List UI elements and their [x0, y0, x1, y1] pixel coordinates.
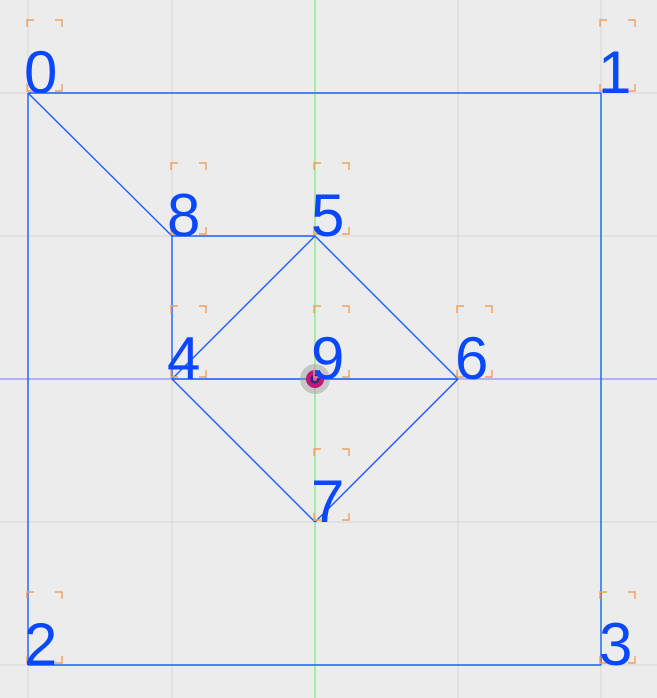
edge-7-6 — [314, 378, 459, 523]
vertex-bracket-6 — [456, 305, 493, 378]
vertex-label-8[interactable]: 8 — [167, 182, 200, 249]
vertex-bracket-5 — [313, 162, 350, 235]
vertex-bracket-8 — [170, 162, 207, 235]
vertex-label-9[interactable]: 9 — [311, 325, 344, 392]
mesh-edges — [27, 92, 602, 666]
origin-marker[interactable] — [300, 364, 330, 394]
vertex-bracket-7 — [313, 448, 350, 521]
edge-5-4 — [171, 235, 316, 380]
vertex-bracket-2 — [26, 591, 63, 664]
vertex-label-1[interactable]: 1 — [598, 39, 631, 106]
vertex-label-7[interactable]: 7 — [311, 468, 344, 535]
vertex-label-5[interactable]: 5 — [311, 182, 344, 249]
vertex-label-4[interactable]: 4 — [167, 325, 200, 392]
origin-center — [313, 377, 317, 381]
vertex-bracket-4 — [170, 305, 207, 378]
edge-5-6 — [314, 235, 459, 380]
vertex-brackets — [26, 19, 636, 664]
edge-4-7 — [171, 378, 316, 523]
vertex-labels: 0 1 2 3 4 5 6 7 8 9 — [24, 39, 632, 678]
vertex-bracket-0 — [26, 19, 63, 92]
edge-0-8 — [27, 92, 173, 237]
vertex-label-6[interactable]: 6 — [455, 325, 488, 392]
vertex-bracket-9 — [313, 305, 350, 378]
vertex-label-2[interactable]: 2 — [24, 611, 57, 678]
vertex-label-3[interactable]: 3 — [599, 611, 632, 678]
vertex-label-0[interactable]: 0 — [24, 39, 57, 106]
vertex-bracket-3 — [599, 591, 636, 664]
vertex-bracket-1 — [599, 19, 636, 92]
